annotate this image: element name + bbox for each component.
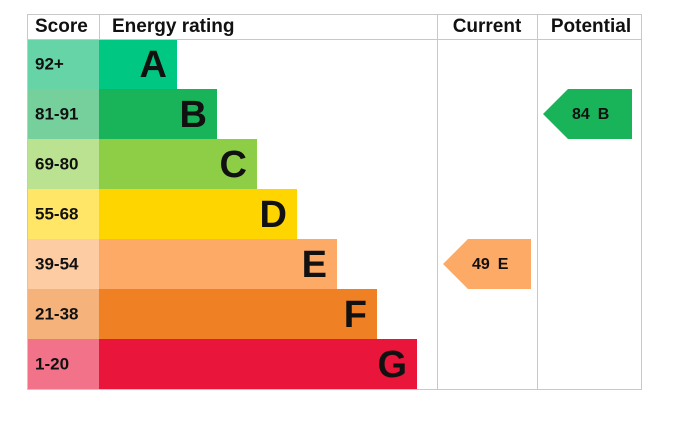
potential-header: Potential — [551, 16, 631, 37]
rating-letter: F — [344, 294, 367, 336]
current-label: 49 E — [472, 256, 509, 273]
score-range: 21-38 — [35, 304, 78, 323]
rating-header: Energy rating — [112, 16, 234, 37]
score-range: 81-91 — [35, 104, 78, 123]
score-range: 69-80 — [35, 154, 78, 173]
current-rating: E — [498, 256, 509, 273]
potential-label: 84 B — [572, 106, 609, 123]
rating-letter: E — [302, 244, 327, 286]
rating-bar — [99, 89, 217, 139]
rating-bar — [99, 239, 337, 289]
current-header: Current — [453, 16, 522, 37]
score-cell — [27, 139, 99, 189]
rating-letter: D — [260, 194, 287, 236]
rating-letter: B — [180, 94, 207, 136]
rating-bar — [99, 289, 377, 339]
score-cell — [27, 39, 99, 89]
score-cell — [27, 189, 99, 239]
rating-letter: C — [220, 144, 247, 186]
rating-bar — [99, 339, 417, 389]
potential-value: 84 — [572, 106, 590, 123]
score-range: 55-68 — [35, 204, 78, 223]
score-cell — [27, 289, 99, 339]
score-range: 92+ — [35, 54, 64, 73]
potential-arrow — [543, 89, 632, 139]
rating-letter: G — [377, 344, 407, 386]
rating-bar — [99, 39, 177, 89]
score-cell — [27, 339, 99, 389]
score-cell — [27, 89, 99, 139]
rating-letter: A — [140, 44, 167, 86]
rating-bar — [99, 189, 297, 239]
potential-rating: B — [598, 106, 610, 123]
current-arrow — [443, 239, 531, 289]
score-range: 39-54 — [35, 254, 79, 273]
table-grid — [27, 14, 642, 390]
rating-bar — [99, 139, 257, 189]
current-value: 49 — [472, 256, 490, 273]
score-cell — [27, 239, 99, 289]
score-header: Score — [35, 16, 88, 37]
score-range: 1-20 — [35, 354, 69, 373]
table-border — [27, 14, 642, 390]
